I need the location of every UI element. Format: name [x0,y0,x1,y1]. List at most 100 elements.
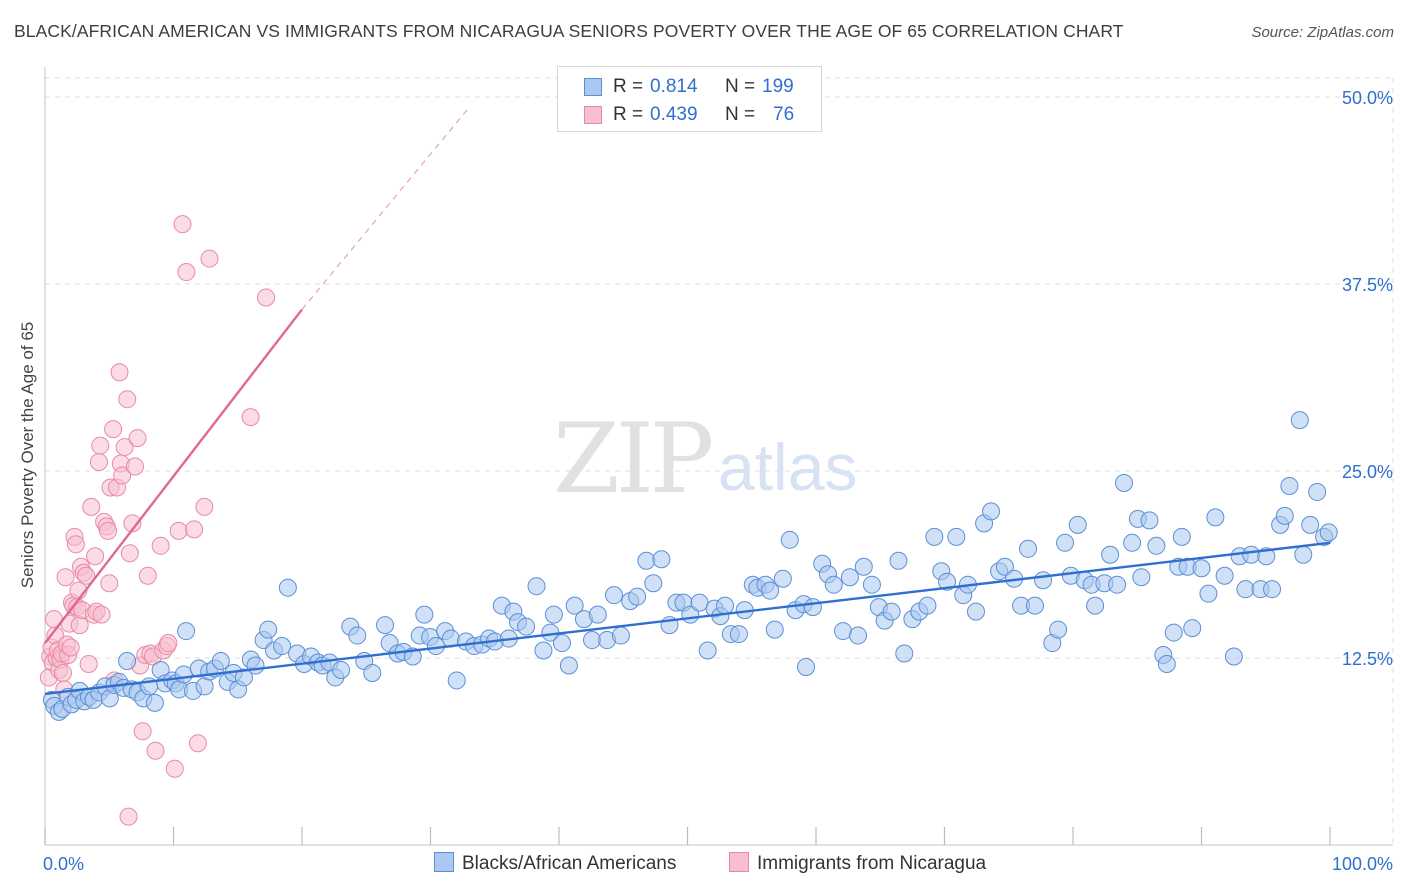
data-point-black [1086,596,1105,615]
data-point-black [824,575,843,594]
data-point-black [1115,473,1134,492]
data-point-nicaragua [128,429,147,448]
data-point-black [273,637,292,656]
data-point-black [1257,547,1276,566]
trend-lines [44,107,1331,696]
data-point-black [729,625,748,644]
data-point-nicaragua [151,536,170,555]
data-point-black [1056,533,1075,552]
data-point-black [1049,620,1068,639]
data-point-black [278,578,297,597]
data-point-black [415,605,434,624]
x-tick-label-max: 100.0% [1332,854,1393,874]
data-point-nicaragua [70,616,89,635]
data-point-nicaragua [146,741,165,760]
data-point-black [895,644,914,663]
legend-n-value: 199 [762,76,794,97]
data-point-black [211,651,230,670]
legend-n-label: N = [725,76,756,97]
data-point-black [145,693,164,712]
legend-swatch-pink [729,852,749,872]
watermark: ZIP atlas [553,403,857,515]
data-point-black [716,596,735,615]
data-point-nicaragua [159,634,178,653]
data-point-black [1192,559,1211,578]
x-tick-labels: 0.0% 100.0% [43,854,1393,874]
data-point-nicaragua [66,535,85,554]
data-point-black [833,622,852,641]
data-point-black [803,598,822,617]
data-point-nicaragua [119,807,138,826]
data-point-black [527,577,546,596]
data-point-nicaragua [98,521,117,540]
data-point-nicaragua [89,453,108,472]
data-point-black [1101,545,1120,564]
correlation-legend: R = 0.814 N = 199 R = 0.439 N = 76 [557,66,822,132]
data-point-nicaragua [115,438,134,457]
data-point-black [1206,508,1225,527]
data-point-nicaragua [86,547,105,566]
chart-title: BLACK/AFRICAN AMERICAN VS IMMIGRANTS FRO… [14,21,1124,41]
data-point-black [1215,566,1234,585]
data-point-black [889,551,908,570]
data-point-nicaragua [195,497,214,516]
data-point-nicaragua [113,466,132,485]
data-point-black [1132,568,1151,587]
data-point-black [652,550,671,569]
data-point-black [1263,580,1282,599]
data-point-black [1157,654,1176,673]
legend-swatch-pink [584,106,602,124]
data-point-black [995,557,1014,576]
data-point-black [840,568,859,587]
y-tick-label: 12.5% [1342,649,1393,669]
y-axis-label: Seniors Poverty Over the Age of 65 [18,322,37,588]
data-point-nicaragua [138,566,157,585]
data-point-black [1224,647,1243,666]
data-point-nicaragua [92,605,111,624]
data-point-black [796,657,815,676]
data-point-black [854,557,873,576]
legend-r-value: 0.814 [650,76,698,97]
data-point-black [1172,527,1191,546]
data-point-black [628,587,647,606]
series-nicaragua-points [39,215,276,826]
y-tick-label: 50.0% [1342,88,1393,108]
data-point-black [637,551,656,570]
data-point-nicaragua [79,654,98,673]
data-point-nicaragua [110,363,129,382]
y-tick-label: 25.0% [1342,462,1393,482]
data-point-nicaragua [241,408,260,427]
data-point-nicaragua [177,263,196,282]
data-point-black [1319,523,1338,542]
data-point-black [559,656,578,675]
axes [44,67,1393,846]
data-point-black [583,631,602,650]
data-point-black [376,616,395,635]
data-point-black [882,602,901,621]
data-point-black [773,569,792,588]
trendline-nicaragua [44,308,303,644]
data-point-black [174,665,193,684]
data-point-black [925,527,944,546]
data-point-black [565,596,584,615]
data-point-black [1164,623,1183,642]
data-point-nicaragua [120,544,139,563]
legend-n-label: N = [725,104,756,125]
data-point-black [1147,536,1166,555]
data-point-black [1294,545,1313,564]
legend-item-black: Blacks/African Americans [434,852,676,875]
data-point-black [918,596,937,615]
data-point-nicaragua [123,514,142,533]
data-point-nicaragua [82,497,101,516]
data-point-nicaragua [169,521,188,540]
legend-swatch-blue [434,852,454,872]
data-point-black [947,527,966,546]
data-point-black [862,575,881,594]
data-point-black [780,530,799,549]
data-point-black [1242,545,1261,564]
data-point-nicaragua [257,288,276,307]
source-credit: Source: ZipAtlas.com [1251,24,1394,41]
data-point-black [1019,539,1038,558]
data-point-black [1280,476,1299,495]
